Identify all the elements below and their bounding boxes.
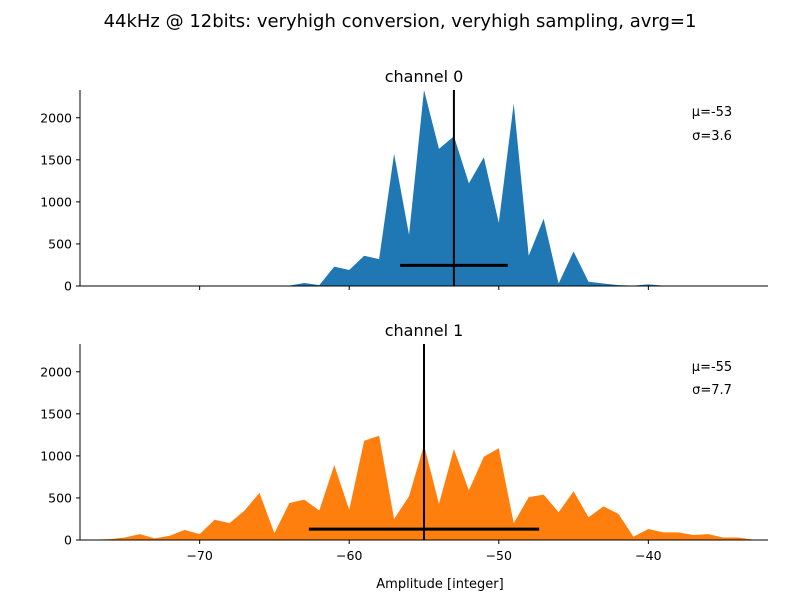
y-tick-label: 2000 [40,364,72,379]
y-tick-label: 1500 [40,152,72,167]
figure-title: 44kHz @ 12bits: veryhigh conversion, ver… [104,11,697,32]
panel-title: channel 1 [385,321,464,340]
y-tick-label: 1000 [40,448,72,463]
x-axis-label: Amplitude [integer] [376,577,503,592]
y-tick-label: 500 [48,236,72,251]
y-tick-label: 0 [64,533,72,548]
y-tick-label: 0 [64,279,72,294]
x-tick-label: −70 [186,548,212,563]
x-tick-label: −60 [336,548,362,563]
y-tick-label: 1000 [40,194,72,209]
y-tick-label: 2000 [40,110,72,125]
mean-annotation: μ=-55 [692,360,732,375]
mean-annotation: μ=-53 [692,105,732,120]
panel-channel-1: channel 1 μ=-55 σ=7.7 0 500 1000 1500 2000 −7… [40,321,768,563]
x-tick-label: −40 [635,548,661,563]
std-annotation: σ=3.6 [692,129,732,144]
histogram-area [80,90,768,286]
x-tick-label: −50 [486,548,512,563]
panel-title: channel 0 [385,67,464,86]
y-tick-label: 1500 [40,406,72,421]
y-tick-label: 500 [48,490,72,505]
panel-channel-0: channel 0 μ=-53 σ=3.6 0 500 1000 1500 2000 [40,67,768,294]
std-annotation: σ=7.7 [692,383,732,398]
